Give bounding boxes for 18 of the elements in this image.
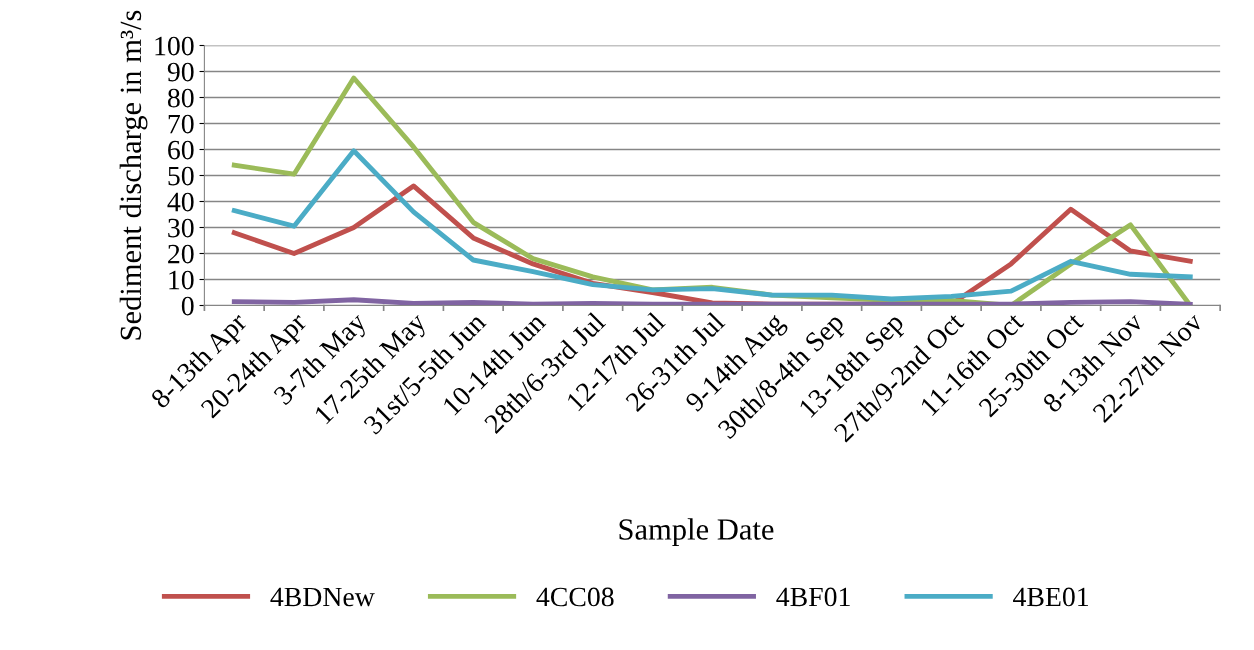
legend-label: 4CC08: [536, 587, 614, 607]
y-tick-label: 60: [168, 140, 194, 160]
y-tick-label: 40: [167, 192, 194, 212]
y-tick-label: 20: [168, 244, 194, 264]
y-tick-label: 0: [181, 296, 194, 316]
y-tick-label: 50: [168, 166, 194, 186]
y-axis-title: Sediment discharge in m³/s: [119, 10, 148, 340]
y-tick-label: 90: [167, 62, 194, 82]
legend-label: 4BF01: [776, 587, 850, 607]
y-tick-label: 10: [169, 270, 194, 290]
y-tick-label: 30: [168, 218, 194, 238]
y-tick-label: 70: [168, 114, 194, 134]
legend-label: 4BE01: [1013, 587, 1089, 607]
line-series: [231, 148, 1193, 302]
y-tick-label: 100: [155, 36, 194, 56]
x-axis-title: Sample Date: [619, 518, 774, 547]
y-tick-label: 80: [167, 88, 194, 108]
legend-label: 4BDNew: [270, 587, 375, 607]
